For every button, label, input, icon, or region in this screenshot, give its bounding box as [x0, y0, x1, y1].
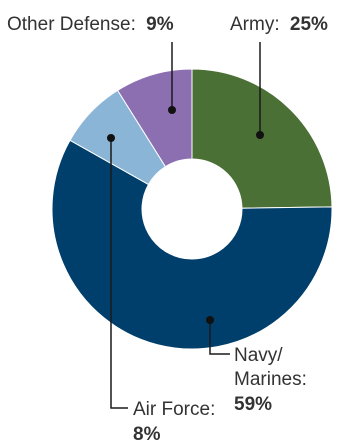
label-army-name: Army: — [230, 14, 280, 35]
leader-lines — [107, 42, 264, 409]
label-navy-line2: Marines: — [234, 369, 307, 390]
label-other-defense: Other Defense: 9% — [7, 14, 174, 35]
label-army: Army: 25% — [230, 14, 328, 35]
leader-dot-other-defense — [168, 106, 176, 114]
label-air-force: Air Force: — [133, 399, 215, 420]
label-other-defense-value: 9% — [146, 14, 174, 35]
leader-line-air-force — [110, 138, 128, 409]
leader-line-navy-marines — [209, 320, 230, 355]
label-navy-line1: Navy/ — [234, 345, 283, 366]
label-navy-value: 59% — [234, 394, 272, 415]
leader-dot-air-force — [107, 134, 115, 142]
leader-dot-army — [256, 131, 264, 139]
slice-navy-marines — [51, 139, 333, 350]
slice-other-defense — [116, 68, 193, 168]
label-air-force-value: 8% — [133, 424, 161, 445]
leader-dot-navy-marines — [206, 316, 214, 324]
slice-army — [191, 68, 333, 209]
label-other-defense-name: Other Defense: — [7, 14, 136, 35]
donut-slices — [51, 68, 333, 350]
label-army-value: 25% — [290, 14, 328, 35]
